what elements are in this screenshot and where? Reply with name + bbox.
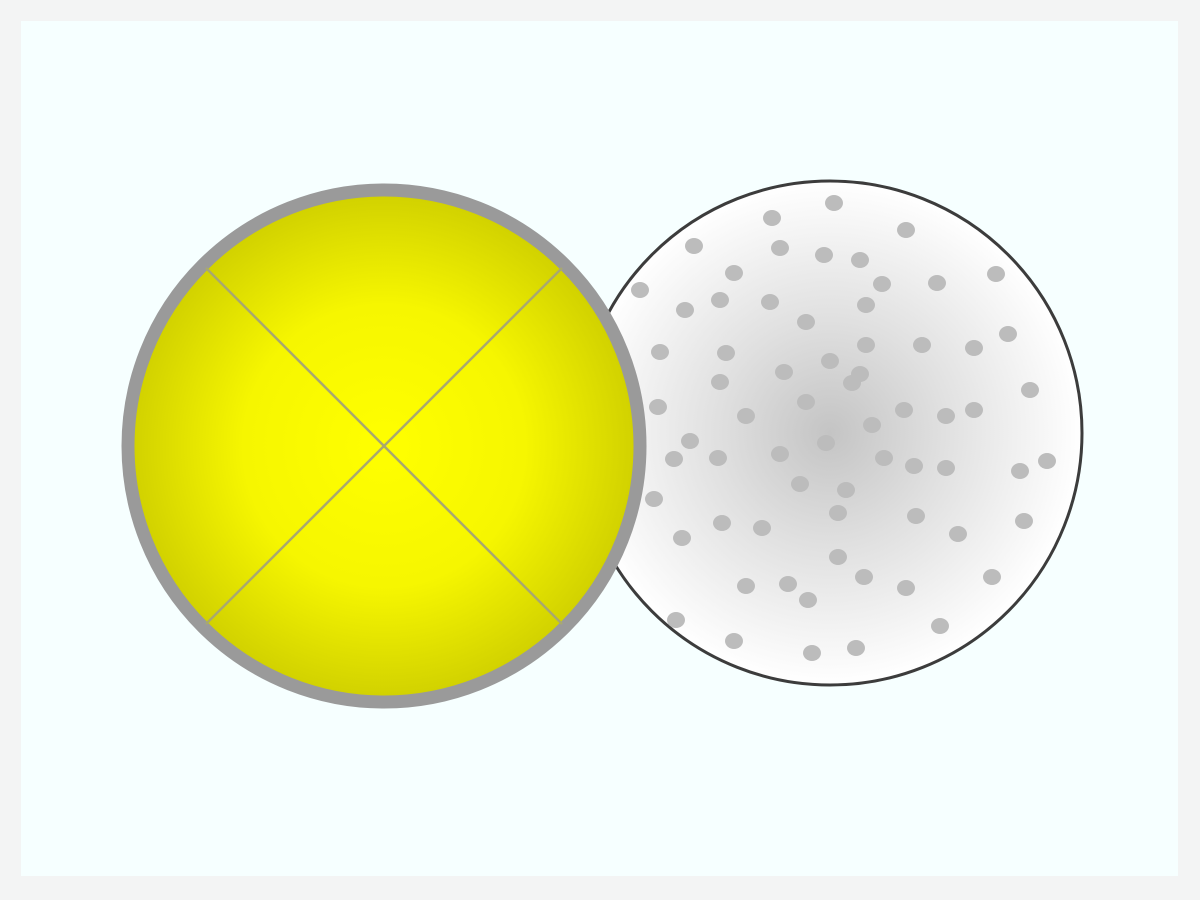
speckle-dot (851, 252, 869, 268)
speckle-dot (753, 520, 771, 536)
speckle-dot (797, 314, 815, 330)
speckle-dot (999, 326, 1017, 342)
speckle-dot (983, 569, 1001, 585)
speckle-dot (763, 210, 781, 226)
speckle-dot (851, 366, 869, 382)
speckle-dot (1021, 382, 1039, 398)
speckle-dot (685, 238, 703, 254)
speckle-dot (797, 394, 815, 410)
speckle-dot (857, 337, 875, 353)
speckle-dot (863, 417, 881, 433)
yellow-quartered-disc-icon (121, 183, 647, 709)
speckle-dot (937, 408, 955, 424)
speckle-dot (907, 508, 925, 524)
speckle-dot (791, 476, 809, 492)
speckle-dot (737, 408, 755, 424)
speckle-dot (847, 640, 865, 656)
white-speckled-disc-icon (576, 179, 1084, 687)
speckle-dot (1015, 513, 1033, 529)
speckle-dot (897, 222, 915, 238)
speckle-dot (771, 446, 789, 462)
speckle-dot (829, 505, 847, 521)
speckle-dot (713, 515, 731, 531)
speckle-dot (875, 450, 893, 466)
speckle-dot (711, 374, 729, 390)
speckle-dot (1011, 463, 1029, 479)
speckle-dot (725, 265, 743, 281)
speckle-dot (895, 402, 913, 418)
speckle-dot (673, 530, 691, 546)
speckle-dot (725, 633, 743, 649)
speckle-dot (761, 294, 779, 310)
speckle-dot (775, 364, 793, 380)
speckle-dot (905, 458, 923, 474)
speckle-dot (681, 433, 699, 449)
speckle-dot (928, 275, 946, 291)
speckle-dot (965, 340, 983, 356)
white-disc-dots (631, 195, 1056, 661)
speckle-dot (987, 266, 1005, 282)
speckle-dot (913, 337, 931, 353)
speckle-dot (965, 402, 983, 418)
speckle-dot (631, 282, 649, 298)
speckle-dot (709, 450, 727, 466)
speckle-dot (645, 491, 663, 507)
yellow-disc-diagonal-2 (205, 267, 563, 625)
speckle-dot (1038, 453, 1056, 469)
speckle-dot (676, 302, 694, 318)
speckle-dot (665, 451, 683, 467)
speckle-dot (857, 297, 875, 313)
speckle-dot (737, 578, 755, 594)
speckle-dot (717, 345, 735, 361)
speckle-dot (651, 344, 669, 360)
speckle-dot (829, 549, 847, 565)
speckle-dot (711, 292, 729, 308)
speckle-dot (825, 195, 843, 211)
speckle-dot (649, 399, 667, 415)
speckle-dot (771, 240, 789, 256)
speckle-dot (897, 580, 915, 596)
speckle-dot (779, 576, 797, 592)
speckle-dot (937, 460, 955, 476)
speckle-dot (855, 569, 873, 585)
speckle-dot (931, 618, 949, 634)
speckle-dot (667, 612, 685, 628)
speckle-dot (949, 526, 967, 542)
speckle-dot (817, 435, 835, 451)
speckle-dot (837, 482, 855, 498)
speckle-dot (821, 353, 839, 369)
speckle-dot (815, 247, 833, 263)
speckle-dot (803, 645, 821, 661)
speckle-dot (873, 276, 891, 292)
speckle-dot (799, 592, 817, 608)
